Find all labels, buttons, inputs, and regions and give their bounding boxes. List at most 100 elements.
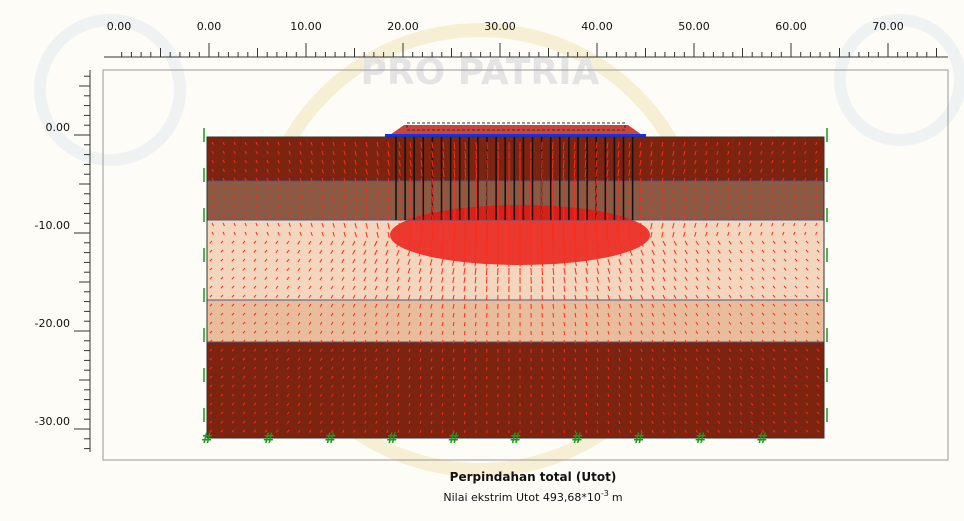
vector <box>804 186 807 191</box>
vector <box>420 150 423 158</box>
vector <box>695 276 699 281</box>
vector <box>343 213 346 220</box>
vector <box>387 231 390 239</box>
vector <box>430 411 433 416</box>
fixity-mark: # <box>756 431 768 447</box>
vector <box>585 402 588 407</box>
vector <box>662 393 665 397</box>
rulers <box>74 43 948 452</box>
vector <box>551 231 554 241</box>
vector <box>640 429 643 433</box>
vector <box>408 393 411 398</box>
vector <box>629 285 633 291</box>
vector <box>441 285 444 292</box>
vector <box>793 159 796 164</box>
vector <box>585 249 589 258</box>
vector <box>816 393 820 397</box>
vector <box>815 141 818 146</box>
vector <box>750 330 754 334</box>
vector <box>684 429 687 433</box>
vector <box>574 285 577 292</box>
vector <box>727 195 730 201</box>
vector <box>805 384 809 388</box>
vector <box>342 384 345 388</box>
vector <box>629 294 633 300</box>
vector <box>286 276 290 281</box>
vector <box>574 240 578 250</box>
vector <box>376 213 379 221</box>
vector <box>727 150 730 155</box>
vector <box>772 339 776 343</box>
vector <box>772 321 776 325</box>
vector <box>794 312 798 316</box>
vector <box>761 411 765 415</box>
vector <box>584 204 587 214</box>
vector <box>794 375 798 379</box>
vector <box>397 339 400 344</box>
vector <box>463 240 466 250</box>
vector <box>387 222 390 230</box>
vector <box>264 258 268 262</box>
vector <box>308 375 312 379</box>
vector <box>442 150 445 159</box>
vector <box>639 186 642 194</box>
vector <box>277 222 280 227</box>
vector <box>805 375 809 379</box>
vector <box>739 276 743 281</box>
vector <box>629 276 633 283</box>
vector <box>661 141 664 148</box>
vector <box>464 177 467 188</box>
vector <box>330 240 334 246</box>
vector <box>441 348 444 353</box>
vector <box>596 411 599 416</box>
vector <box>277 150 280 155</box>
vector <box>342 357 345 361</box>
vector <box>607 321 610 326</box>
vector <box>695 240 699 246</box>
vector <box>727 159 730 164</box>
vector <box>485 285 488 292</box>
vector <box>220 393 224 397</box>
vector <box>352 267 356 273</box>
vector <box>286 339 290 343</box>
vector <box>618 312 621 318</box>
vector <box>376 159 379 166</box>
vector <box>286 303 290 307</box>
vector <box>805 411 809 415</box>
vector <box>618 303 621 309</box>
vector <box>717 312 721 317</box>
vector <box>804 231 807 236</box>
vector <box>321 195 324 201</box>
vector <box>761 366 765 370</box>
top-ruler-label: 60.00 <box>775 20 807 33</box>
vector <box>463 411 466 416</box>
vector <box>640 312 643 317</box>
top-ruler-label: 20.00 <box>387 20 419 33</box>
vector <box>452 321 455 327</box>
vector <box>463 249 466 258</box>
vector <box>220 429 224 433</box>
vector <box>452 366 455 371</box>
vector <box>606 159 609 168</box>
vector <box>297 393 301 397</box>
vector <box>308 429 312 433</box>
vector <box>319 276 323 281</box>
vector <box>573 222 576 232</box>
vector <box>222 204 225 209</box>
vector <box>651 384 654 389</box>
vector <box>640 366 643 371</box>
vector <box>474 303 477 310</box>
vector <box>220 249 224 253</box>
vector <box>815 186 818 191</box>
vector <box>308 411 312 415</box>
vector <box>574 366 577 371</box>
vector <box>760 231 763 236</box>
vector <box>308 402 312 406</box>
vector <box>286 330 290 334</box>
vector <box>628 150 631 158</box>
vector <box>310 222 313 228</box>
vector <box>387 213 390 221</box>
vector <box>353 420 356 424</box>
top-ruler-label: 70.00 <box>872 20 904 33</box>
vector <box>772 294 776 298</box>
